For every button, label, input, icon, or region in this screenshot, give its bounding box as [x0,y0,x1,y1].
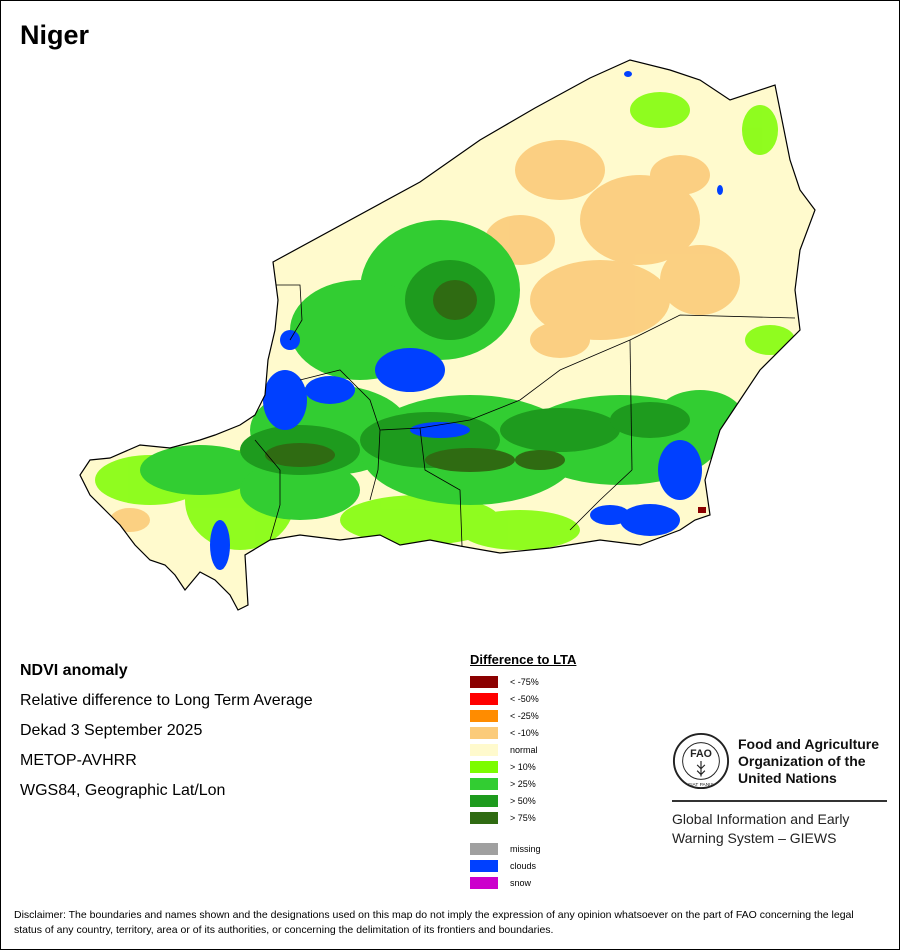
anomaly-gt75-zone [265,280,565,472]
legend-item: > 50% [470,792,650,809]
legend-label: > 10% [510,761,536,772]
legend-label: > 25% [510,778,536,789]
legend-label: < -50% [510,693,539,704]
fao-name: Food and Agriculture Organization of the… [738,736,888,787]
info-line-4: WGS84, Geographic Lat/Lon [20,782,226,799]
fao-logo-motto: FIAT PANIS [688,782,714,788]
legend-label: missing [510,843,541,854]
info-heading: NDVI anomaly [20,662,128,679]
legend-item: < -25% [470,707,650,724]
legend-label: < -10% [510,727,539,738]
legend-swatch [470,811,498,824]
legend-swatch [470,760,498,773]
legend-extras: missing clouds snow [470,840,650,891]
legend-item: < -75% [470,673,650,690]
legend-item: > 10% [470,758,650,775]
legend-item: > 25% [470,775,650,792]
giews-line-2: Warning System – GIEWS [672,830,837,846]
niger-ndvi-map [79,59,816,611]
legend-gap [470,826,650,840]
legend-classes: < -75% < -50% < -25% < -10% normal > 10% > 25%… [470,673,650,826]
legend-swatch [470,675,498,688]
legend-item: < -10% [470,724,650,741]
legend-item: > 75% [470,809,650,826]
legend-swatch [470,692,498,705]
fao-name-line-3: United Nations [738,769,837,786]
admin-boundaries [254,284,796,547]
fao-logo-text: FAO [690,748,712,760]
legend-item: clouds [470,857,650,874]
giews-name: Global Information and Early Warning Sys… [672,810,872,848]
legend-label: < -75% [510,676,539,687]
anomaly-lt75-spot [698,507,706,513]
legend-item: < -50% [470,690,650,707]
legend-swatch [470,842,498,855]
legend-swatch [470,726,498,739]
legend-label: clouds [510,860,537,871]
fao-divider [672,800,887,802]
legend-item: snow [470,874,650,891]
giews-line-1: Global Information and Early [672,811,850,827]
legend-swatch [470,794,498,807]
niger-border [79,59,816,611]
info-line-3: METOP-AVHRR [20,752,137,769]
fao-name-line-2: Organization of the [738,752,866,769]
legend-swatch [470,743,498,756]
map-info-block: NDVI anomaly Relative difference to Long… [20,656,440,806]
clouds-zone [210,71,723,570]
anomaly-lt10-zone [110,140,740,532]
legend-label: normal [510,744,538,755]
info-line-2: Dekad 3 September 2025 [20,722,203,739]
legend-item: normal [470,741,650,758]
legend-title: Difference to LTA [470,652,577,667]
fao-name-line-1: Food and Agriculture [738,735,880,752]
legend-label: < -25% [510,710,539,721]
legend-label: > 50% [510,795,536,806]
legend-swatch [470,876,498,889]
legend-swatch [470,777,498,790]
map-title: Niger [20,20,90,50]
legend-swatch [470,709,498,722]
legend: Difference to LTA < -75% < -50% < -25% < -1… [470,652,650,891]
legend-item: missing [470,840,650,857]
legend-label: snow [510,877,532,888]
legend-swatch [470,859,498,872]
disclaimer: Disclaimer: The boundaries and names sho… [14,909,854,936]
legend-label: > 75% [510,812,536,823]
fao-branding: FAO FIAT PANIS Food and Agriculture Orga… [672,732,892,848]
fao-logo-icon: FAO FIAT PANIS [672,732,730,790]
info-line-1: Relative difference to Long Term Average [20,692,313,709]
